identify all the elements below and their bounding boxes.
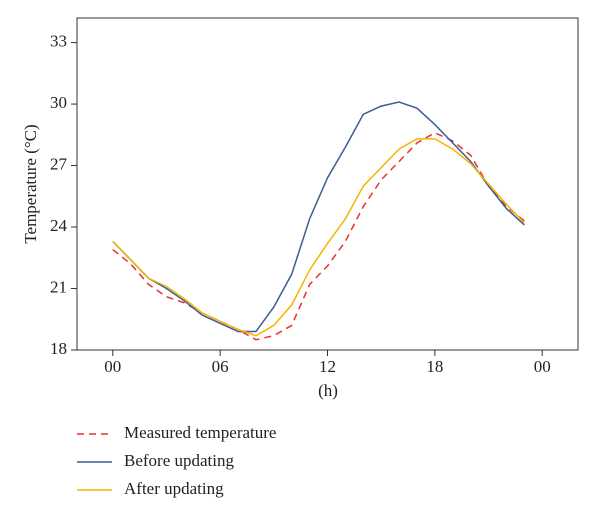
legend-label: After updating [124, 479, 224, 498]
x-tick-label: 06 [212, 357, 229, 376]
y-tick-label: 18 [50, 339, 67, 358]
y-tick-label: 27 [50, 154, 68, 173]
x-axis-label: (h) [318, 381, 338, 400]
x-tick-label: 00 [104, 357, 121, 376]
series-line [112, 131, 525, 341]
y-tick-label: 24 [50, 216, 68, 235]
y-tick-label: 33 [50, 31, 67, 50]
x-tick-label: 18 [426, 357, 443, 376]
x-tick-label: 00 [534, 357, 551, 376]
x-tick-label: 12 [319, 357, 336, 376]
plot-frame [76, 17, 579, 351]
legend-label: Before updating [124, 451, 234, 470]
series-line [112, 138, 525, 337]
y-axis-label: Temperature (°C) [21, 124, 40, 243]
legend-label: Measured temperature [124, 423, 276, 442]
series-line [112, 101, 525, 333]
y-tick-label: 21 [50, 277, 67, 296]
y-tick-label: 30 [50, 93, 67, 112]
